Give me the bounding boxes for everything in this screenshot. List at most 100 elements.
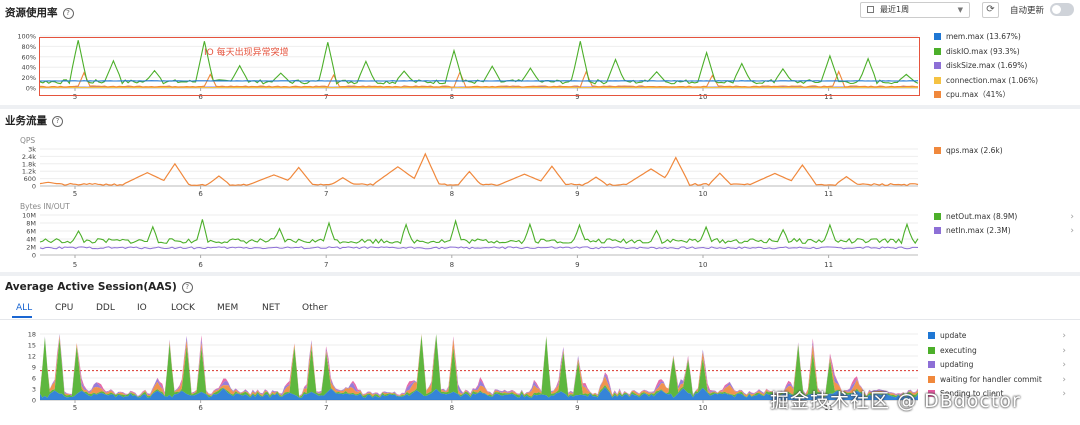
aas-title-text: Average Active Session(AAS) bbox=[5, 281, 177, 293]
chevron-right-icon[interactable]: › bbox=[1070, 212, 1074, 222]
tab-io[interactable]: IO bbox=[137, 303, 147, 313]
y-tick-label: 600 bbox=[24, 175, 36, 183]
y-tick-label: 0 bbox=[32, 183, 36, 191]
legend-label: waiting for handler commit bbox=[940, 374, 1042, 384]
y-tick-label: 1.8k bbox=[22, 160, 36, 168]
refresh-icon: ⟳ bbox=[986, 4, 995, 15]
qps-line bbox=[39, 152, 919, 187]
legend-swatch bbox=[928, 375, 935, 383]
legend-item[interactable]: netOut.max (8.9M) › bbox=[934, 211, 1074, 223]
tab-mem[interactable]: MEM bbox=[217, 303, 239, 313]
tab-ddl[interactable]: DDL bbox=[96, 303, 115, 313]
resource-usage-title-text: 资源使用率 bbox=[5, 7, 58, 19]
legend-item[interactable]: diskIO.max (93.3%) bbox=[934, 46, 1074, 58]
y-tick-label: 20% bbox=[22, 74, 36, 82]
legend-item[interactable]: waiting for handler commit › bbox=[928, 374, 1066, 386]
chevron-right-icon[interactable]: › bbox=[1062, 331, 1066, 341]
help-icon[interactable]: ? bbox=[52, 116, 63, 127]
legend-item[interactable]: netIn.max (2.3M) › bbox=[934, 225, 1074, 237]
legend-item[interactable]: Sending to client › bbox=[928, 388, 1066, 400]
chevron-right-icon[interactable]: › bbox=[1062, 374, 1066, 385]
y-tick-label: 3k bbox=[28, 146, 36, 154]
y-tick-label: 12 bbox=[28, 353, 36, 361]
business-traffic-title-text: 业务流量 bbox=[5, 115, 47, 127]
y-tick-label: 60% bbox=[22, 53, 36, 61]
legend-swatch bbox=[934, 76, 941, 84]
help-icon[interactable]: ? bbox=[181, 282, 193, 293]
legend-label: updating bbox=[940, 360, 974, 369]
toggle-knob bbox=[1052, 5, 1061, 14]
help-icon[interactable]: ? bbox=[62, 8, 74, 19]
y-tick-label: 18 bbox=[28, 331, 36, 339]
tab-other[interactable]: Other bbox=[302, 303, 328, 313]
y-tick-label: 40% bbox=[22, 64, 36, 72]
legend-item[interactable]: mem.max (13.67%) bbox=[934, 31, 1074, 43]
x-tick-label: 7 bbox=[324, 93, 328, 101]
qps-chart-label: QPS bbox=[20, 136, 36, 145]
business-traffic-section: 业务流量? QPS 3k 2.4k 1.8k 1.2k 600 0 5 6 7 8 9 10 11 qp… bbox=[0, 109, 1080, 272]
x-tick-label: 10 bbox=[699, 404, 708, 412]
legend-label: diskSize.max (1.69%) bbox=[946, 61, 1028, 70]
x-tick-label: 11 bbox=[824, 404, 833, 412]
update-area bbox=[40, 387, 918, 400]
legend-item[interactable]: executing › bbox=[928, 345, 1066, 357]
y-tick-label: 100% bbox=[17, 33, 36, 41]
legend-item[interactable]: diskSize.max (1.69%) bbox=[934, 60, 1074, 72]
legend-item[interactable]: updating › bbox=[928, 359, 1066, 371]
legend-item[interactable]: update › bbox=[928, 330, 1066, 342]
x-tick-label: 10 bbox=[699, 190, 708, 198]
tab-lock[interactable]: LOCK bbox=[171, 303, 195, 313]
tab-net[interactable]: NET bbox=[262, 303, 280, 313]
section-divider bbox=[0, 272, 1080, 276]
legend-label: netIn.max (2.3M) bbox=[946, 226, 1011, 235]
x-tick-label: 5 bbox=[73, 404, 77, 412]
tab-all[interactable]: ALL bbox=[16, 303, 33, 313]
x-tick-label: 5 bbox=[73, 261, 77, 269]
annotation-box bbox=[39, 37, 920, 96]
chevron-right-icon[interactable]: › bbox=[1062, 360, 1066, 370]
x-tick-label: 11 bbox=[824, 261, 833, 269]
tab-cpu[interactable]: CPU bbox=[55, 303, 74, 313]
time-range-select[interactable]: 最近1周 ▼ bbox=[860, 2, 970, 18]
y-tick-label: 80% bbox=[22, 43, 36, 51]
aas-legend: update › executing › updating › waiting for ha… bbox=[928, 330, 1066, 425]
updating-area bbox=[40, 334, 918, 397]
y-tick-label: 0 bbox=[32, 397, 36, 405]
chevron-right-icon[interactable]: › bbox=[1062, 389, 1066, 399]
x-tick-label: 9 bbox=[575, 93, 579, 101]
legend-item[interactable]: cpu.max（41%） bbox=[934, 89, 1074, 101]
y-tick-label: 8M bbox=[26, 220, 36, 228]
auto-refresh-toggle[interactable] bbox=[1050, 3, 1074, 16]
legend-label: Sending to client bbox=[940, 389, 1004, 398]
legend-item[interactable]: connection.max (1.06%) bbox=[934, 75, 1074, 87]
resource-legend: mem.max (13.67%) diskIO.max (93.3%) diskSi… bbox=[934, 31, 1074, 103]
x-tick-label: 6 bbox=[198, 261, 203, 269]
x-tick-label: 11 bbox=[824, 190, 833, 198]
netIn-line bbox=[39, 246, 919, 250]
legend-label: executing bbox=[940, 345, 977, 355]
y-tick-label: 10M bbox=[22, 212, 36, 220]
x-tick-label: 7 bbox=[324, 190, 328, 198]
executing-area bbox=[40, 334, 918, 398]
legend-item[interactable]: qps.max (2.6k) bbox=[934, 145, 1074, 157]
x-tick-label: 7 bbox=[324, 404, 328, 412]
x-tick-label: 7 bbox=[324, 261, 328, 269]
legend-swatch bbox=[934, 47, 941, 55]
sending-area bbox=[40, 334, 918, 396]
bytes-chart-label: Bytes IN/OUT bbox=[20, 202, 70, 211]
refresh-button[interactable]: ⟳ bbox=[982, 2, 999, 18]
x-tick-label: 10 bbox=[699, 93, 708, 101]
chevron-right-icon[interactable]: › bbox=[1062, 345, 1066, 356]
legend-swatch bbox=[934, 33, 941, 40]
chevron-right-icon[interactable]: › bbox=[1070, 226, 1074, 236]
x-tick-label: 9 bbox=[575, 261, 579, 269]
business-traffic-title: 业务流量? bbox=[5, 113, 63, 128]
legend-swatch bbox=[928, 361, 935, 368]
x-tick-label: 8 bbox=[450, 93, 454, 101]
chevron-down-icon: ▼ bbox=[957, 6, 963, 14]
legend-swatch bbox=[934, 147, 941, 154]
legend-swatch bbox=[928, 332, 935, 339]
x-tick-label: 6 bbox=[198, 190, 203, 198]
